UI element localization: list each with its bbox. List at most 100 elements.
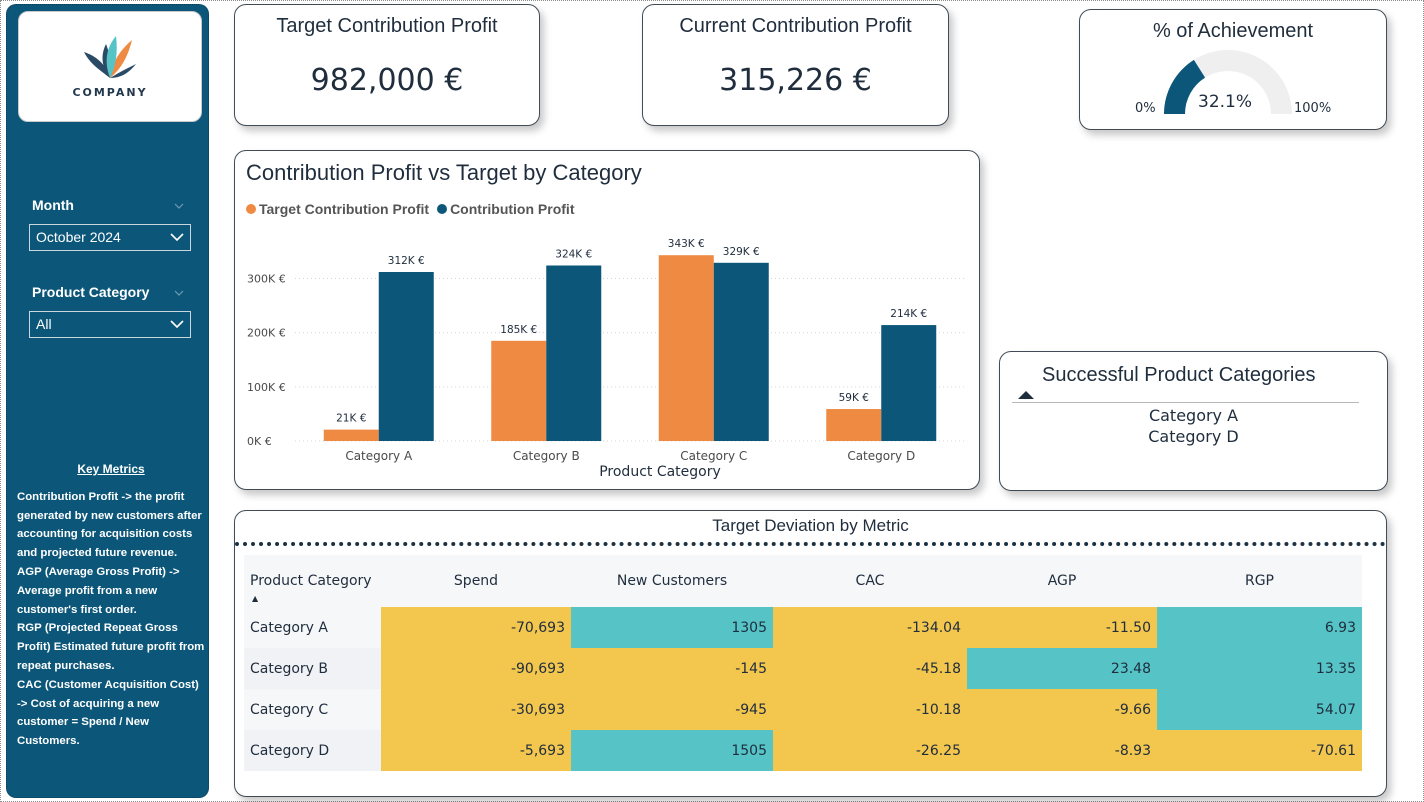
- profit-vs-target-chart-card: Contribution Profit vs Target by Categor…: [234, 150, 980, 490]
- sort-ascending-icon[interactable]: ▲: [252, 594, 259, 603]
- y-tick-label: 300K €: [247, 273, 286, 286]
- target-profit-card: Target Contribution Profit 982,000 €: [234, 4, 540, 126]
- y-tick-label: 0K €: [247, 435, 272, 448]
- x-tick-label: Category A: [345, 449, 413, 463]
- gauge-min-label: 0%: [1135, 101, 1156, 116]
- current-profit-card: Current Contribution Profit 315,226 €: [642, 4, 949, 126]
- value-cell: -45.18: [773, 648, 967, 689]
- value-cell: -134.04: [773, 607, 967, 648]
- data-label: 343K €: [668, 238, 705, 250]
- key-metric-item: AGP (Average Gross Profit) -> Average pr…: [17, 565, 180, 616]
- table-row[interactable]: Category D -5,693 1505 -26.25 -8.93 -70.61: [244, 730, 1362, 771]
- legend-marker: [437, 204, 448, 214]
- dotted-divider: [235, 542, 1386, 546]
- target-bar[interactable]: [491, 340, 547, 441]
- y-tick-label: 200K €: [247, 327, 286, 340]
- target-deviation-card: Target Deviation by Metric Product Categ…: [234, 510, 1387, 797]
- key-metrics-panel: Key Metrics Contribution Profit -> the p…: [17, 460, 205, 751]
- chart-title: Contribution Profit vs Target by Categor…: [246, 160, 642, 185]
- current-profit-value: 315,226 €: [719, 63, 872, 98]
- target-profit-title: Target Contribution Profit: [276, 15, 498, 37]
- successful-categories-card: Successful Product Categories Category A…: [999, 351, 1388, 491]
- column-header-rgp[interactable]: RGP: [1157, 555, 1362, 607]
- data-label: 329K €: [723, 246, 760, 258]
- successful-categories-title: Successful Product Categories: [1042, 364, 1316, 386]
- chart-legend: Target Contribution Profit Contribution …: [246, 201, 574, 217]
- logo-card: COMPANY: [18, 11, 202, 122]
- value-cell: -30,693: [381, 689, 571, 730]
- table-row[interactable]: Category B -90,693 -145 -45.18 23.48 13.35: [244, 648, 1362, 689]
- data-label: 312K €: [388, 255, 425, 267]
- table-row[interactable]: Category C -30,693 -945 -10.18 -9.66 54.07: [244, 689, 1362, 730]
- row-category-cell: Category A: [244, 607, 381, 648]
- gauge-value-label: 32.1%: [1198, 92, 1253, 112]
- value-cell: 23.48: [967, 648, 1157, 689]
- deviation-table: Product Category ▲ Spend New Customers C…: [244, 555, 1362, 771]
- divider: [1012, 402, 1359, 403]
- target-bar[interactable]: [826, 409, 882, 441]
- category-dropdown[interactable]: All: [29, 311, 191, 338]
- value-cell: 54.07: [1157, 689, 1362, 730]
- column-header-spend[interactable]: Spend: [381, 555, 571, 607]
- column-header-new-customers[interactable]: New Customers: [571, 555, 773, 607]
- target-bar[interactable]: [658, 255, 714, 441]
- profit-bar[interactable]: [378, 272, 434, 441]
- table-row[interactable]: Category A -70,693 1305 -134.04 -11.50 6.93: [244, 607, 1362, 648]
- bar-chart: 0K € 100K € 200K € 300K € 21K € 312K € Categor…: [247, 238, 965, 480]
- category-slicer-collapse-icon[interactable]: [174, 288, 184, 298]
- logo-text: COMPANY: [72, 86, 148, 99]
- value-cell: -90,693: [381, 648, 571, 689]
- profit-bar[interactable]: [881, 325, 937, 441]
- achievement-card: % of Achievement 0% 32.1% 100%: [1079, 9, 1387, 130]
- legend-item-target[interactable]: Target Contribution Profit: [246, 201, 429, 217]
- value-cell: -145: [571, 648, 773, 689]
- achievement-title: % of Achievement: [1152, 20, 1314, 42]
- x-tick-label: Category B: [513, 449, 580, 463]
- value-cell: -26.25: [773, 730, 967, 771]
- row-category-cell: Category B: [244, 648, 381, 689]
- column-header-product-category[interactable]: Product Category ▲: [244, 555, 381, 607]
- value-cell: 13.35: [1157, 648, 1362, 689]
- achievement-gauge: [1164, 49, 1292, 114]
- value-cell: -70,693: [381, 607, 571, 648]
- x-tick-label: Category D: [847, 449, 915, 463]
- data-label: 59K €: [839, 392, 869, 404]
- successful-categories-list: Category A Category D: [1000, 405, 1387, 447]
- legend-item-profit[interactable]: Contribution Profit: [437, 201, 574, 217]
- data-label: 185K €: [500, 324, 537, 336]
- column-header-agp[interactable]: AGP: [967, 555, 1157, 607]
- sidebar: COMPANY Month October 2024 Product Categ…: [6, 4, 209, 798]
- value-cell: -70.61: [1157, 730, 1362, 771]
- month-dropdown[interactable]: October 2024: [29, 224, 191, 251]
- row-category-cell: Category C: [244, 689, 381, 730]
- sort-ascending-icon[interactable]: [1018, 391, 1034, 399]
- chevron-down-icon: [170, 233, 184, 242]
- month-slicer-collapse-icon[interactable]: [174, 201, 184, 211]
- value-cell: -9.66: [967, 689, 1157, 730]
- current-profit-title: Current Contribution Profit: [679, 15, 912, 37]
- month-slicer-label: Month: [32, 197, 74, 213]
- target-bar[interactable]: [323, 429, 379, 441]
- value-cell: -5,693: [381, 730, 571, 771]
- data-label: 324K €: [555, 249, 592, 261]
- key-metric-item: CAC (Customer Acquisition Cost) -> Cost …: [17, 678, 199, 748]
- category-dropdown-value: All: [36, 316, 52, 332]
- table-title: Target Deviation by Metric: [712, 516, 909, 535]
- value-cell: -10.18: [773, 689, 967, 730]
- column-header-cac[interactable]: CAC: [773, 555, 967, 607]
- value-cell: 1505: [571, 730, 773, 771]
- category-slicer-label: Product Category: [32, 284, 150, 300]
- list-item: Category A: [1148, 406, 1239, 425]
- target-profit-value: 982,000 €: [310, 63, 464, 98]
- list-item: Category D: [1148, 427, 1239, 446]
- value-cell: 6.93: [1157, 607, 1362, 648]
- y-tick-label: 100K €: [247, 381, 286, 394]
- chevron-down-icon: [170, 320, 184, 329]
- value-cell: -945: [571, 689, 773, 730]
- row-category-cell: Category D: [244, 730, 381, 771]
- profit-bar[interactable]: [546, 265, 602, 442]
- profit-bar[interactable]: [713, 262, 769, 441]
- data-label: 214K €: [890, 308, 927, 320]
- key-metric-item: Contribution Profit -> the profit genera…: [17, 490, 202, 560]
- key-metric-item: RGP (Projected Repeat Gross Profit) Esti…: [17, 622, 205, 672]
